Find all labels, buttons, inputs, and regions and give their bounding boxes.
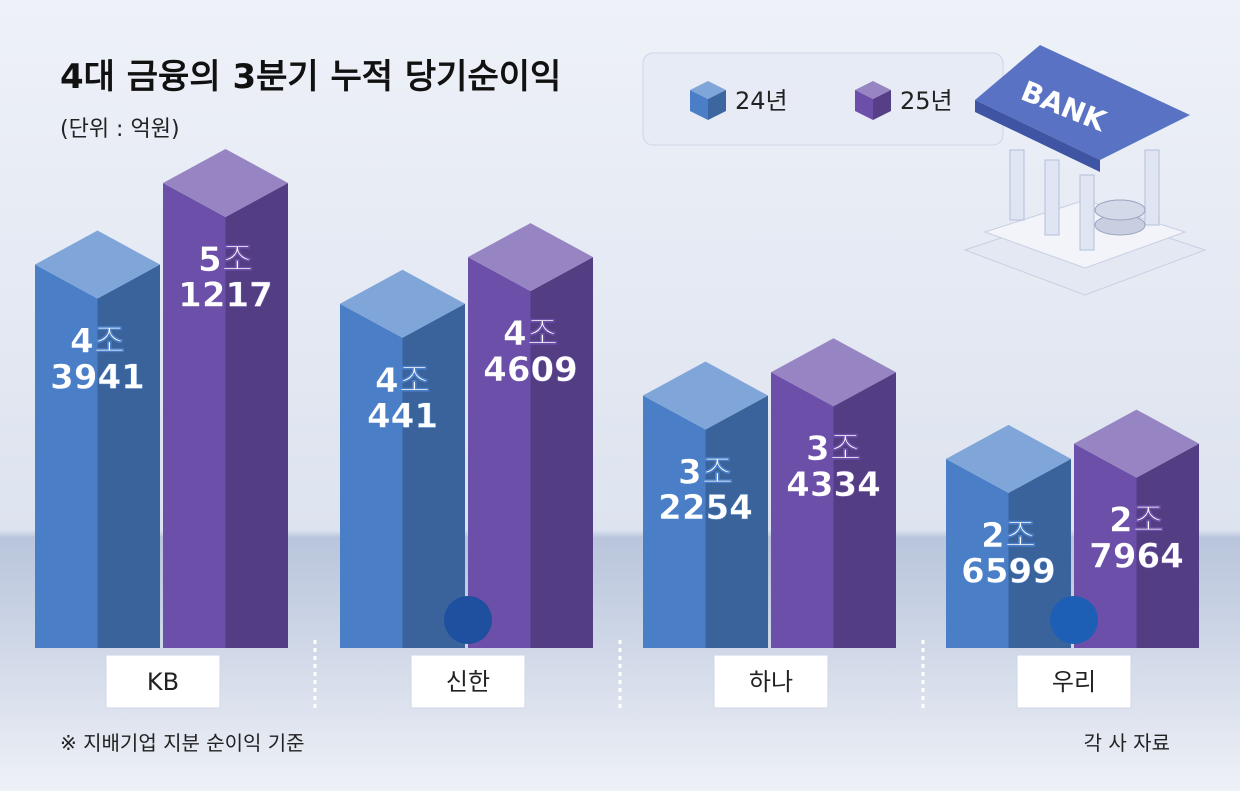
bar-top-face: [946, 424, 1071, 493]
bar-top-face: [1074, 409, 1199, 478]
bar-top-face: [771, 338, 896, 407]
bar-right-face: [833, 372, 896, 648]
bar-left-face: [163, 183, 226, 648]
bar-left-face: [771, 372, 834, 648]
bar-top-face: [468, 223, 593, 292]
subtitle: (단위 : 억원): [60, 117, 180, 142]
category-box: [410, 654, 526, 709]
bar-top-face: [163, 149, 288, 217]
bar-left-face: [946, 458, 1009, 648]
bar-left-face: [468, 257, 531, 648]
bar-left-face: [1074, 443, 1137, 648]
bar-top-face: [35, 230, 160, 299]
value-label: 4조 441: [367, 361, 438, 437]
x-tick-label: KB: [147, 668, 179, 696]
bar-right-face: [97, 264, 160, 648]
chart-title: 4대 금융의 3분기 누적 당기순이익: [60, 57, 561, 97]
bank-logo: [1050, 596, 1098, 644]
value-label: 5조 1217: [178, 240, 273, 316]
bar: [771, 338, 896, 648]
legend-label: 24년: [735, 87, 788, 115]
category-box: [713, 654, 829, 709]
bar: [163, 149, 288, 648]
bar: [35, 230, 160, 648]
bar-right-face: [225, 183, 288, 648]
bar-top-face: [643, 361, 768, 430]
bar-right-face: [705, 395, 768, 648]
category-box: [1016, 654, 1132, 709]
legend-swatch: [690, 90, 708, 120]
bar: [1074, 409, 1199, 648]
x-tick-label: 우리: [1052, 668, 1096, 696]
value-label: 2조 7964: [1089, 501, 1184, 577]
bar: [643, 361, 768, 648]
bar-right-face: [1136, 443, 1199, 648]
bar-left-face: [643, 395, 706, 648]
source: 각 사 자료: [1084, 731, 1170, 755]
value-label: 4조 3941: [50, 322, 145, 398]
bar-left-face: [35, 264, 98, 648]
value-label: 3조 2254: [658, 453, 753, 529]
value-label: 2조 6599: [961, 516, 1056, 592]
x-tick-label: 신한: [446, 668, 490, 696]
value-label: 4조 4609: [483, 314, 578, 390]
bank-logo: [444, 596, 492, 644]
bank-icon: BANK: [963, 45, 1207, 296]
legend-swatch: [855, 90, 873, 120]
legend-swatch: [873, 90, 891, 120]
bar: [340, 269, 465, 648]
category-box: [105, 654, 221, 709]
bar: [946, 424, 1071, 648]
bar-top-face: [340, 269, 465, 338]
bar: [468, 223, 593, 648]
bar-right-face: [1008, 458, 1071, 648]
bar-right-face: [530, 257, 593, 648]
footnote: ※ 지배기업 지분 순이익 기준: [60, 731, 305, 755]
legend-label: 25년: [900, 87, 953, 115]
legend-swatch: [708, 90, 726, 120]
x-tick-label: 하나: [749, 668, 793, 696]
value-label: 3조 4334: [786, 429, 881, 505]
bar-right-face: [402, 303, 465, 648]
bar-left-face: [340, 303, 403, 648]
